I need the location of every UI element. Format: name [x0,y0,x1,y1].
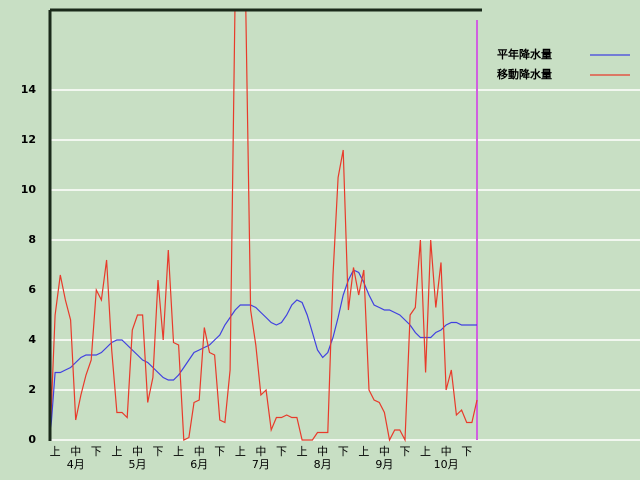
x-tick-label: 下 [276,445,287,458]
x-tick-label: 中 [317,445,328,458]
x-tick-label: 下 [338,445,349,458]
month-label: 5月 [128,458,146,471]
y-tick-label: 8 [28,233,36,246]
legend-label: 平年降水量 [497,47,552,61]
x-tick-label: 中 [194,445,205,458]
y-tick-label: 0 [28,433,36,446]
x-tick-label: 上 [297,445,308,458]
month-label: 6月 [190,458,208,471]
y-tick-label: 6 [28,283,36,296]
y-tick-label: 2 [28,383,36,396]
x-tick-label: 上 [420,445,431,458]
x-tick-label: 下 [214,445,225,458]
month-label: 9月 [375,458,393,471]
x-tick-label: 中 [132,445,143,458]
y-tick-label: 14 [21,83,37,96]
series-line [50,10,478,442]
x-tick-label: 上 [358,445,369,458]
y-tick-label: 12 [21,133,36,146]
y-tick-label: 4 [28,333,36,346]
x-tick-label: 中 [441,445,452,458]
y-tick-label: 10 [21,183,37,196]
x-tick-label: 下 [399,445,410,458]
x-tick-label: 下 [91,445,102,458]
month-label: 8月 [314,458,332,471]
x-tick-label: 上 [50,445,61,458]
x-tick-label: 下 [461,445,472,458]
month-label: 10月 [434,458,459,471]
month-label: 7月 [252,458,270,471]
x-tick-label: 上 [235,445,246,458]
x-tick-label: 下 [153,445,164,458]
series-line [50,269,477,441]
month-label: 4月 [67,458,85,471]
x-tick-label: 中 [70,445,81,458]
x-tick-label: 上 [111,445,122,458]
x-tick-label: 中 [379,445,390,458]
x-tick-label: 上 [173,445,184,458]
legend-label: 移動降水量 [497,67,552,81]
x-tick-label: 中 [255,445,266,458]
